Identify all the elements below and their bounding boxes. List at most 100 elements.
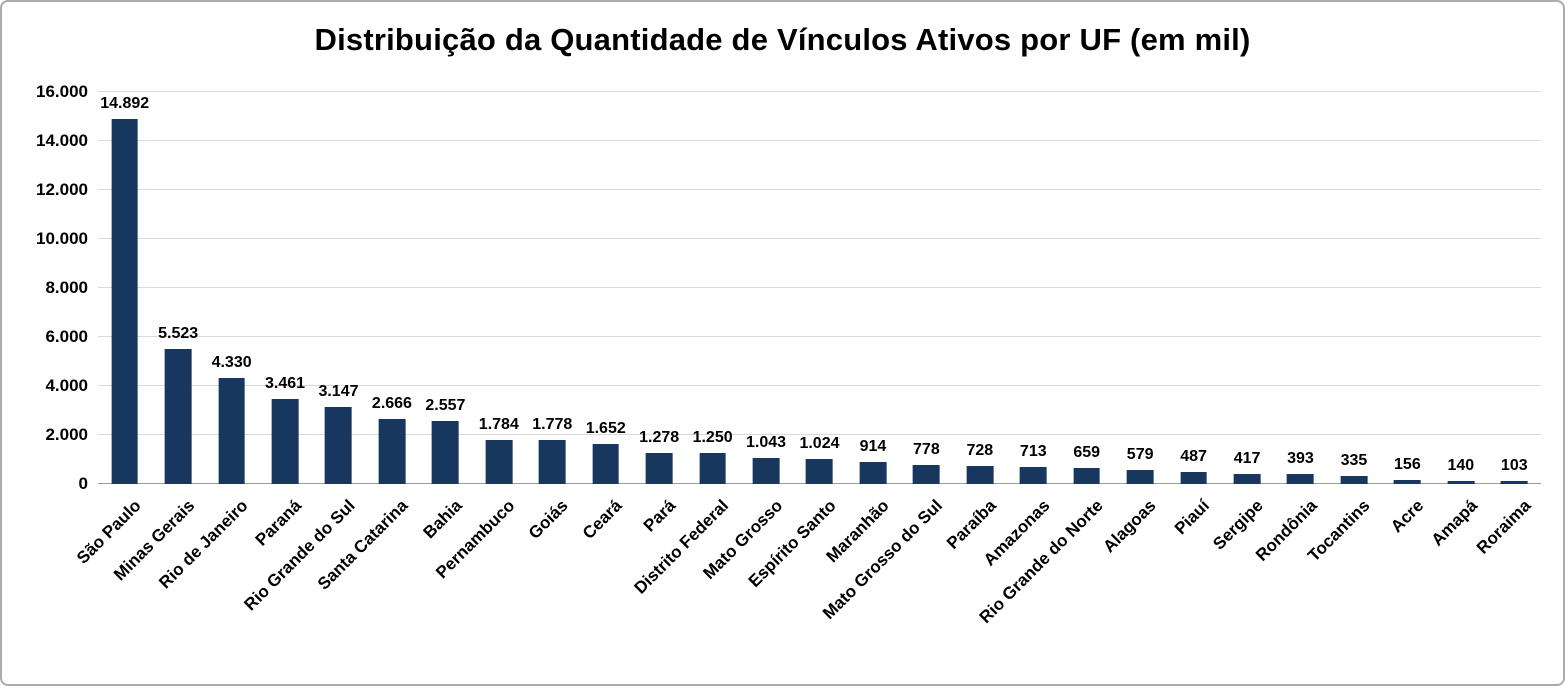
bar-value-label: 713 [1019, 442, 1047, 460]
gridline [98, 189, 1541, 190]
bar-slot: 156 [1381, 92, 1434, 484]
bar-slot: 778 [900, 92, 953, 484]
bar [1287, 474, 1314, 484]
bar-slot: 579 [1113, 92, 1166, 484]
x-axis-category-label: Bahia [419, 496, 466, 543]
bar-value-label: 487 [1180, 448, 1207, 466]
bar [913, 464, 940, 484]
y-axis-tick-label: 6.000 [45, 327, 88, 346]
bar [432, 421, 459, 484]
bar [325, 406, 352, 484]
x-axis-category-label: Roraima [1472, 496, 1535, 558]
gridline [98, 140, 1541, 141]
x-axis-category-label: Goiás [525, 496, 573, 543]
bar-value-label: 2.666 [371, 394, 412, 412]
y-axis-tick-label: 0 [78, 474, 88, 493]
bar-value-label: 417 [1233, 449, 1261, 467]
bar-slot: 2.666 [365, 92, 418, 484]
bar-slot: 914 [846, 92, 899, 484]
bar-value-label: 4.330 [211, 353, 252, 371]
bar-value-label: 914 [859, 437, 887, 455]
y-axis-tick-label: 10.000 [36, 229, 88, 248]
bar-value-label: 335 [1340, 451, 1368, 469]
bar-value-label: 1.278 [639, 428, 680, 446]
bar-slot: 335 [1327, 92, 1380, 484]
bar [271, 399, 299, 484]
bar [1126, 469, 1154, 484]
bar-slot: 393 [1274, 92, 1327, 484]
gridline [98, 287, 1541, 288]
bar [592, 443, 620, 484]
bar-slot: 1.278 [632, 92, 685, 484]
bar-slot: 1.784 [472, 92, 525, 484]
bar-value-label: 140 [1447, 456, 1475, 474]
bar-slot: 140 [1434, 92, 1487, 484]
bar-slot: 5.523 [151, 92, 204, 484]
bar-value-label: 728 [966, 442, 994, 460]
y-axis-tick-label: 16.000 [36, 82, 88, 101]
bar-value-label: 1.024 [799, 434, 840, 452]
gridline [98, 238, 1541, 239]
bar [164, 348, 192, 484]
x-axis: São Paulo Minas Gerais Rio de Janeiro Paran… [73, 486, 1541, 681]
bar-value-label: 5.523 [158, 324, 199, 342]
bar-slot: 659 [1060, 92, 1113, 484]
bar-slot: 728 [953, 92, 1006, 484]
y-axis-tick-label: 4.000 [45, 376, 88, 395]
bar [806, 458, 833, 484]
bar [378, 418, 406, 484]
bar [1394, 480, 1421, 484]
y-axis: 0 2.000 4.000 6.000 8.000 10.000 12.000 14.000 1… [10, 82, 88, 493]
bar [752, 458, 780, 484]
bar [645, 452, 673, 484]
bar-slot: 417 [1220, 92, 1273, 484]
bar-value-label: 1.043 [746, 434, 787, 452]
bar-slot: 713 [1007, 92, 1060, 484]
bar-value-label: 2.557 [425, 397, 466, 415]
bar-slot: 1.778 [526, 92, 579, 484]
bar [1500, 481, 1528, 484]
bar-slot: 103 [1488, 92, 1541, 484]
bar-value-label: 3.461 [265, 375, 306, 393]
bar-slot: 1.024 [793, 92, 846, 484]
y-axis-tick-label: 14.000 [36, 131, 88, 150]
y-axis-tick-label: 12.000 [36, 180, 88, 199]
bar-slot: 487 [1167, 92, 1220, 484]
x-axis-category-label: Pará [639, 496, 680, 536]
bar-value-label: 659 [1073, 443, 1101, 461]
bar-slot: 4.330 [205, 92, 258, 484]
bar-value-label: 393 [1287, 450, 1314, 468]
bar [1073, 467, 1101, 484]
bar-slot: 1.652 [579, 92, 632, 484]
bar-value-label: 778 [913, 440, 940, 458]
bar-value-label: 3.147 [318, 382, 359, 400]
bar-value-label: 579 [1126, 445, 1154, 463]
y-axis-tick-label: 2.000 [45, 425, 88, 444]
bar-value-label: 1.778 [532, 416, 573, 434]
y-axis-tick-label: 8.000 [45, 278, 88, 297]
bar [111, 119, 139, 484]
bar [1019, 466, 1047, 484]
bar-slot: 1.043 [739, 92, 792, 484]
bar-slot: 1.250 [686, 92, 739, 484]
bar [1340, 475, 1368, 484]
x-axis-category-label: Distrito Federal [630, 496, 733, 598]
gridline [98, 336, 1541, 337]
bar [859, 461, 887, 484]
plot-area: 14.892 5.523 4.330 3.461 3.147 2.666 2.557 1.78… [98, 91, 1541, 484]
bar-slot: 14.892 [98, 92, 151, 484]
bar [966, 466, 994, 484]
chart-title: Distribuição da Quantidade de Vínculos A… [314, 22, 1251, 57]
gridline [98, 385, 1541, 386]
bar [538, 440, 566, 484]
bar-slot: 2.557 [419, 92, 472, 484]
bar-value-label: 103 [1500, 457, 1528, 475]
bar-value-label: 1.784 [478, 416, 519, 434]
gridline [98, 434, 1541, 435]
x-axis-category-label: Alagoas [1099, 496, 1161, 557]
bar-slot: 3.461 [258, 92, 311, 484]
bar-value-label: 1.652 [585, 419, 626, 437]
bar-slot: 3.147 [312, 92, 365, 484]
bar-value-label: 1.250 [692, 429, 733, 447]
